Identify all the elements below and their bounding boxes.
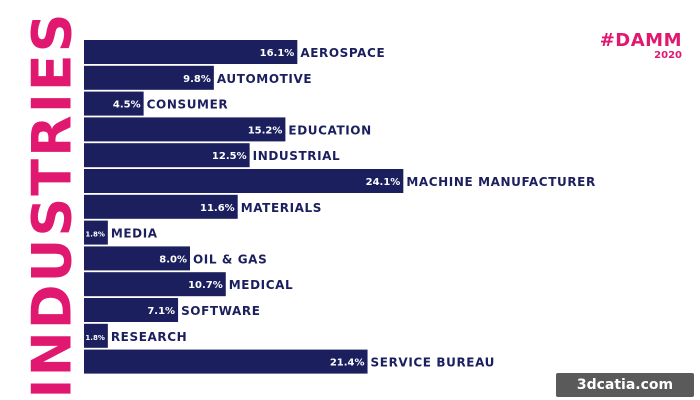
category-label: RESEARCH bbox=[111, 330, 187, 344]
category-label: AEROSPACE bbox=[300, 46, 385, 60]
bar-value-label: 9.8% bbox=[183, 74, 211, 85]
category-label: EDUCATION bbox=[288, 123, 371, 137]
bar bbox=[84, 194, 238, 219]
bar-value-label: 15.2% bbox=[248, 125, 283, 136]
logo: #DAMM 2020 bbox=[596, 32, 682, 61]
bar-value-label: 24.1% bbox=[366, 177, 401, 188]
category-label: AUTOMOTIVE bbox=[217, 72, 312, 86]
bar bbox=[84, 246, 190, 271]
bar bbox=[84, 272, 226, 297]
bar bbox=[84, 323, 108, 348]
bar bbox=[84, 91, 144, 116]
category-label: OIL & GAS bbox=[193, 252, 267, 266]
bar-value-label: 4.5% bbox=[113, 100, 141, 111]
bar bbox=[84, 143, 250, 168]
category-label: INDUSTRIAL bbox=[253, 149, 341, 163]
bar bbox=[84, 169, 404, 193]
bar bbox=[84, 117, 286, 142]
bar-value-label: 11.6% bbox=[200, 203, 235, 214]
bar-value-label: 16.1% bbox=[260, 48, 295, 59]
bar-value-label: 12.5% bbox=[212, 151, 247, 162]
category-label: MATERIALS bbox=[241, 201, 322, 215]
logo-year: 2020 bbox=[654, 50, 682, 61]
watermark: 3dcatia.com bbox=[556, 373, 694, 397]
bar-value-label: 1.8% bbox=[85, 334, 104, 342]
bar bbox=[84, 349, 368, 374]
category-label: MACHINE MANUFACTURER bbox=[406, 175, 596, 189]
bar-value-label: 21.4% bbox=[330, 358, 365, 369]
bar-value-label: 8.0% bbox=[159, 254, 187, 265]
category-label: SOFTWARE bbox=[181, 304, 260, 318]
bar bbox=[84, 65, 214, 90]
bar bbox=[84, 40, 298, 64]
category-label: SERVICE BUREAU bbox=[371, 356, 495, 370]
bar-value-label: 1.8% bbox=[85, 231, 104, 239]
bar-value-label: 7.1% bbox=[147, 306, 175, 317]
category-label: MEDIA bbox=[111, 227, 158, 241]
bar bbox=[84, 298, 179, 322]
category-label: MEDICAL bbox=[229, 278, 294, 292]
category-label: CONSUMER bbox=[147, 98, 229, 112]
bar bbox=[84, 220, 108, 245]
logo-text: #DAMM bbox=[599, 30, 682, 51]
bar-value-label: 10.7% bbox=[188, 280, 223, 291]
